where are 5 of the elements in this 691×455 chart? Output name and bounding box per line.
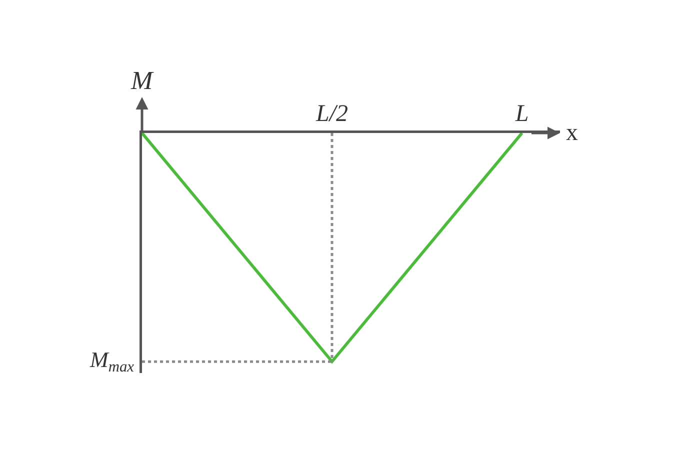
y-axis-title: M — [130, 66, 154, 95]
x-axis-title: x — [566, 120, 578, 146]
ref-line-label: M$_{max}$ — [89, 347, 134, 376]
x-tick-label: L — [514, 100, 529, 127]
x-tick-label: L/2 — [314, 100, 348, 127]
